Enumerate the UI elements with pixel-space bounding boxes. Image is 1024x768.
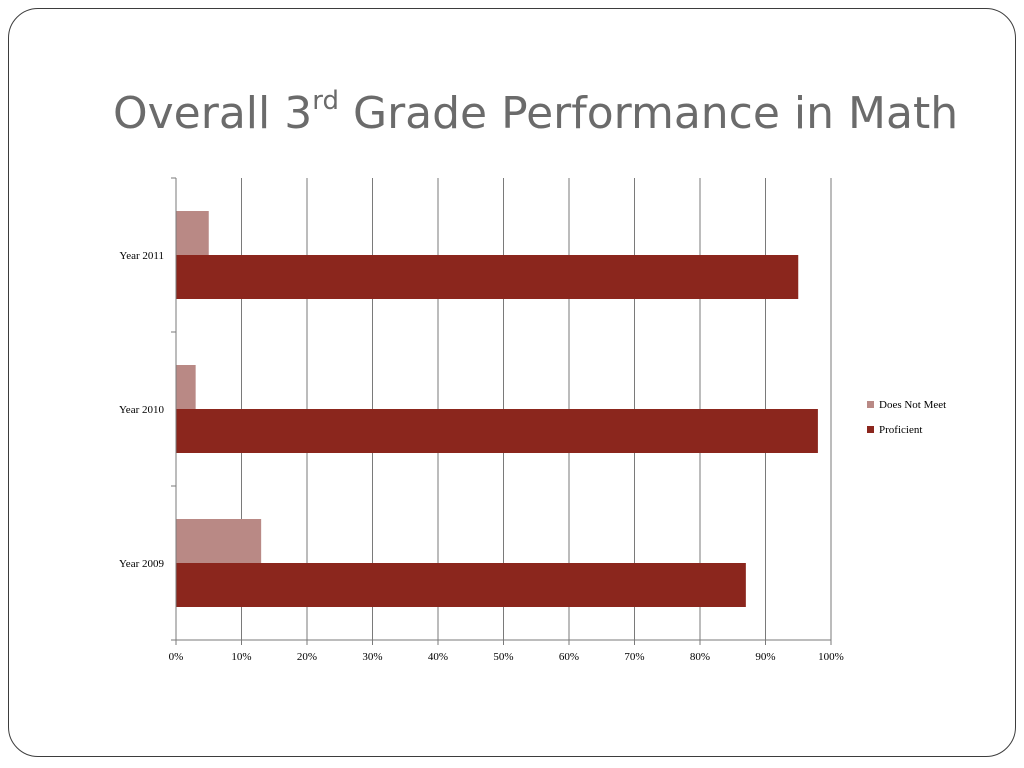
y-tick-label: Year 2011 [119, 250, 164, 262]
bar-does-not-meet-year-2010 [176, 365, 196, 409]
legend-label-does-not-meet: Does Not Meet [879, 399, 946, 411]
slide-title: Overall 3rd Grade Performance in Math [113, 88, 958, 136]
legend-label-proficient: Proficient [879, 424, 922, 436]
x-tick-label: 80% [690, 651, 710, 663]
y-tick-label: Year 2010 [119, 404, 165, 416]
title-suffix: Grade Performance in Math [338, 88, 959, 139]
x-tick-label: 100% [818, 651, 844, 663]
bar-does-not-meet-year-2009 [176, 519, 262, 563]
bar-proficient-year-2009 [176, 563, 746, 607]
x-tick-label: 60% [559, 651, 579, 663]
x-tick-label: 20% [297, 651, 317, 663]
x-tick-label: 40% [428, 651, 448, 663]
x-tick-label: 0% [169, 651, 184, 663]
bar-proficient-year-2011 [176, 255, 799, 299]
legend-swatch-does-not-meet [867, 401, 874, 408]
bar-proficient-year-2010 [176, 409, 818, 453]
x-tick-label: 50% [493, 651, 513, 663]
x-tick-label: 70% [624, 651, 644, 663]
title-prefix: Overall 3 [113, 88, 313, 139]
x-tick-label: 90% [755, 651, 775, 663]
x-tick-label: 10% [231, 651, 251, 663]
legend-swatch-proficient [867, 426, 874, 433]
title-superscript: rd [312, 86, 339, 116]
x-tick-label: 30% [362, 651, 382, 663]
y-tick-label: Year 2009 [119, 558, 165, 570]
bar-does-not-meet-year-2011 [176, 211, 209, 255]
